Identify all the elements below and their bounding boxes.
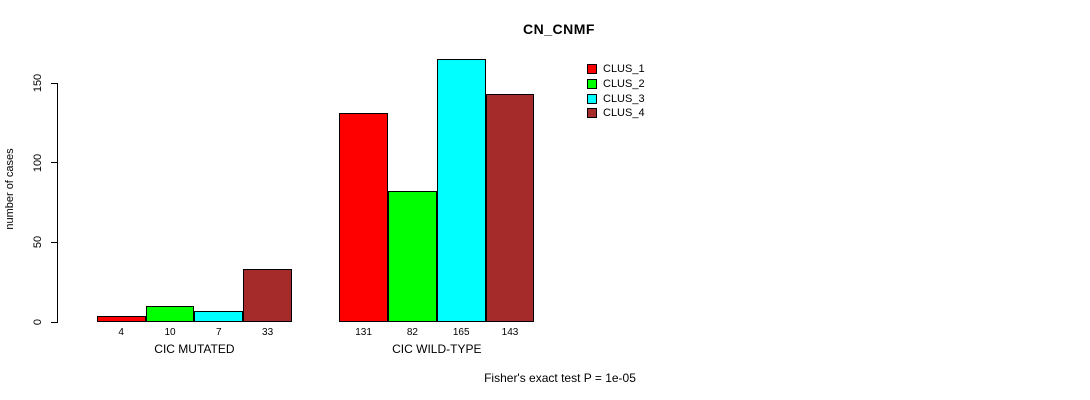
bar-value-label: 131 <box>355 327 372 338</box>
legend-item: CLUS_1 <box>587 62 645 77</box>
y-axis-line <box>57 83 58 323</box>
bar <box>194 310 244 322</box>
bar-value-label: 7 <box>216 327 222 338</box>
y-tick-mark <box>51 321 57 323</box>
bar <box>436 59 486 322</box>
legend-label: CLUS_2 <box>603 78 645 91</box>
y-tick-label: 100 <box>32 153 44 172</box>
chart-title: CN_CNMF <box>523 21 595 37</box>
legend-item: CLUS_2 <box>587 77 645 92</box>
x-category-label: CIC WILD-TYPE <box>392 342 482 356</box>
legend-item: CLUS_3 <box>587 91 645 106</box>
legend: CLUS_1 CLUS_2 CLUS_3 CLUS_4 <box>587 62 645 121</box>
y-tick-mark <box>51 82 57 84</box>
x-category-label: CIC MUTATED <box>154 342 235 356</box>
legend-label: CLUS_1 <box>603 63 645 76</box>
legend-item: CLUS_4 <box>587 106 645 121</box>
legend-swatch <box>587 108 597 119</box>
bar-value-label: 4 <box>118 327 124 338</box>
bar <box>485 94 535 322</box>
y-tick-mark <box>51 162 57 164</box>
bar-value-label: 143 <box>501 327 519 338</box>
y-tick-mark <box>51 241 57 243</box>
y-tick-label: 50 <box>32 236 44 249</box>
bar-value-label: 165 <box>452 327 470 338</box>
legend-swatch <box>587 93 597 104</box>
bar-value-label: 33 <box>262 327 274 338</box>
y-tick-label: 0 <box>32 318 44 326</box>
legend-label: CLUS_4 <box>603 107 645 120</box>
stat-annotation: Fisher's exact test P = 1e-05 <box>484 371 636 385</box>
legend-swatch <box>587 64 597 75</box>
y-tick-label: 150 <box>32 73 44 93</box>
bar <box>388 191 437 322</box>
legend-swatch <box>587 79 597 90</box>
y-axis-label: number of cases <box>4 148 16 230</box>
bar <box>145 306 195 322</box>
legend-label: CLUS_3 <box>603 92 645 105</box>
bar-value-label: 82 <box>406 327 418 338</box>
bar <box>339 113 388 322</box>
bar <box>96 315 146 322</box>
bar <box>243 269 292 322</box>
bar-value-label: 10 <box>164 327 176 338</box>
